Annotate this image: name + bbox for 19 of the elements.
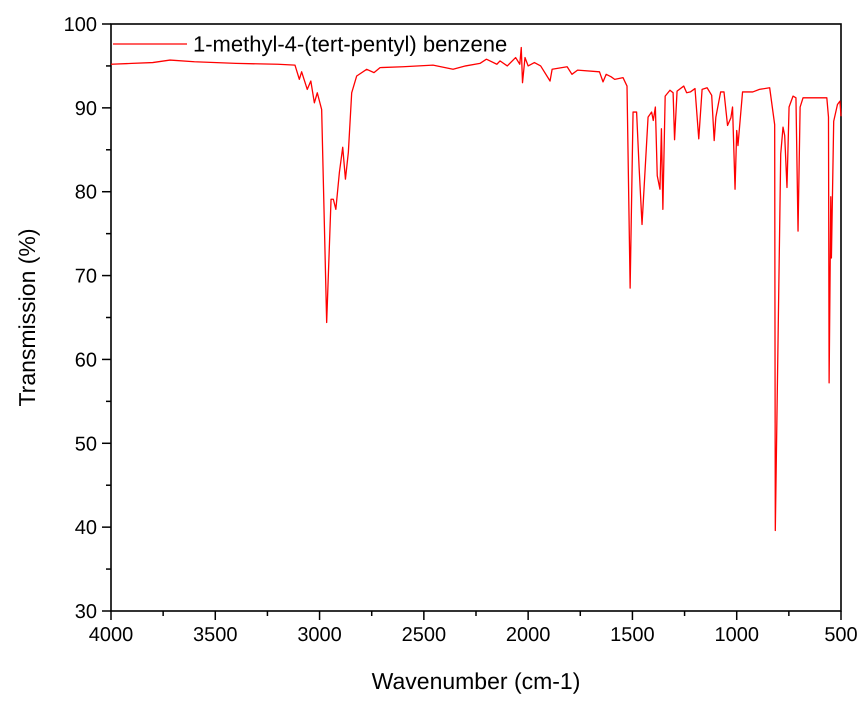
x-tick-label: 1500	[610, 624, 655, 646]
y-tick-label: 50	[74, 433, 97, 456]
y-tick-label: 90	[74, 98, 97, 120]
y-tick-label: 70	[74, 266, 97, 288]
x-tick-label: 1000	[714, 624, 759, 646]
x-tick-label: 3000	[297, 624, 342, 646]
y-tick-label: 40	[74, 517, 97, 540]
x-tick-label: 2500	[402, 624, 446, 646]
x-tick-label: 500	[824, 624, 858, 646]
y-axis-title: Transmission (%)	[14, 228, 40, 407]
x-tick-label: 3500	[193, 624, 238, 646]
y-tick-label: 60	[74, 349, 97, 372]
y-tick-label: 80	[74, 182, 97, 204]
y-tick-label: 100	[64, 14, 97, 36]
y-tick-label: 30	[74, 601, 97, 623]
x-tick-label: 4000	[88, 624, 134, 646]
x-axis-title: Wavenumber (cm-1)	[372, 668, 580, 694]
legend-label: 1-methyl-4-(tert-pentyl) benzene	[193, 32, 508, 57]
x-tick-label: 2000	[506, 624, 550, 646]
